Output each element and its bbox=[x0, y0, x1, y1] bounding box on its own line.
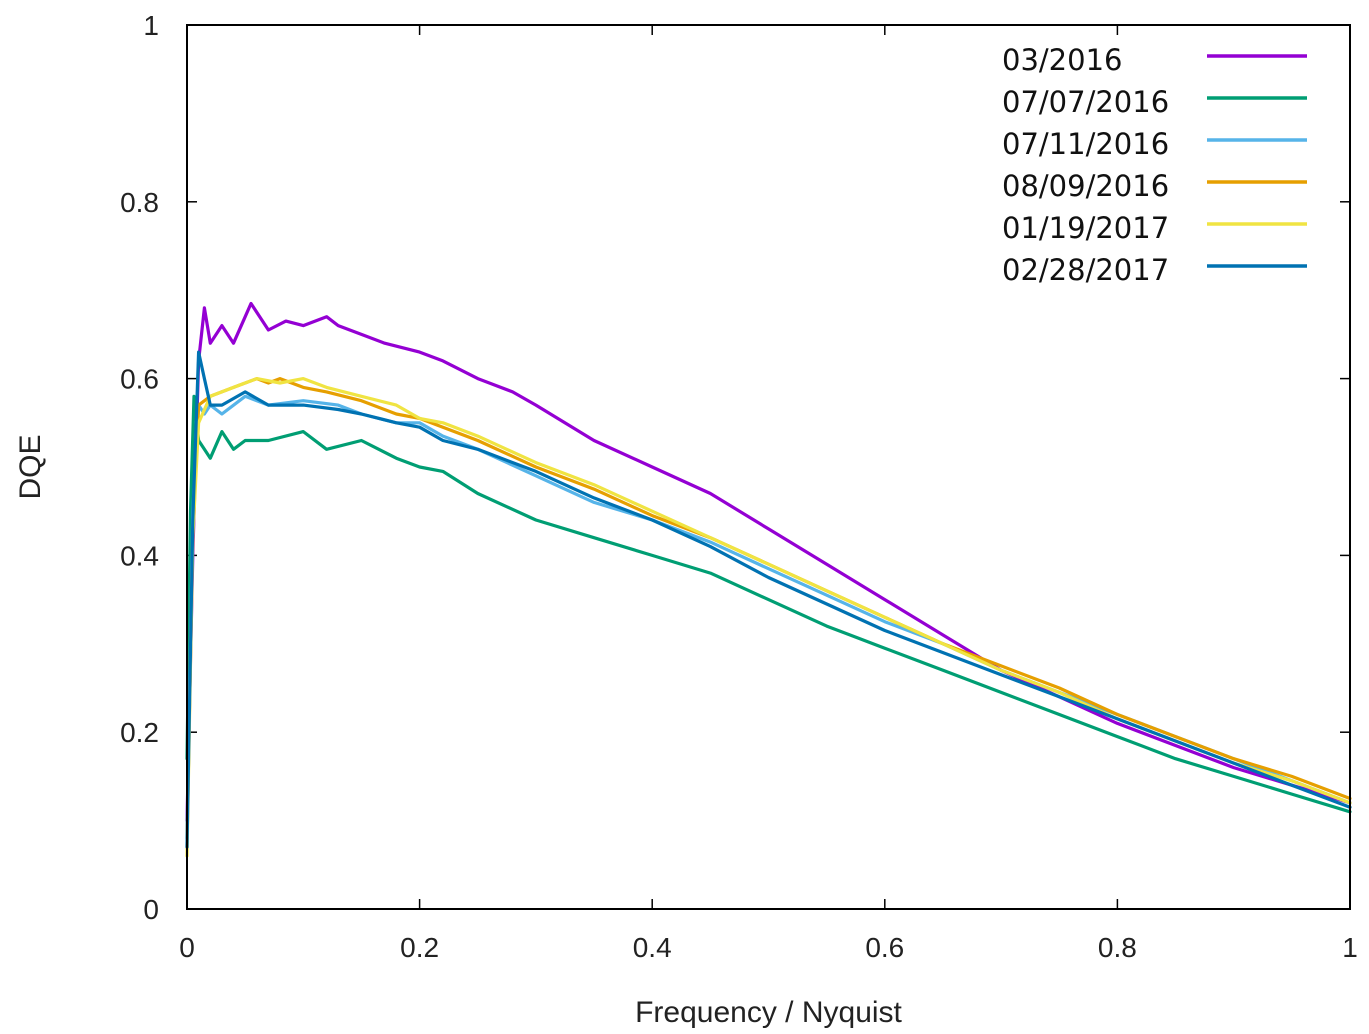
x-tick-label: 0.6 bbox=[865, 932, 904, 963]
series-line-4 bbox=[185, 377, 1352, 849]
y-tick-label: 0 bbox=[143, 894, 159, 925]
ticks-layer: 0 0.2 0.4 0.6 0.8 1 0 0.2 0.4 0.6 0.8 1 bbox=[120, 10, 1358, 963]
y-axis-label: DQE bbox=[14, 434, 47, 499]
legend-label: 08/09/2016 bbox=[1002, 169, 1169, 203]
y-tick-label: 0.4 bbox=[120, 540, 159, 571]
y-tick-label: 0.6 bbox=[120, 364, 159, 395]
series-line-2 bbox=[185, 394, 1352, 814]
x-tick-label: 1 bbox=[1342, 932, 1358, 963]
series-line-3 bbox=[185, 394, 1352, 840]
legend-label: 02/28/2017 bbox=[1002, 253, 1169, 287]
x-tick-label: 0 bbox=[179, 932, 195, 963]
plot-frame bbox=[186, 24, 1351, 910]
legend-label: 03/2016 bbox=[1002, 43, 1122, 77]
y-tick-label: 0.8 bbox=[120, 187, 159, 218]
legend: 03/2016 07/07/2016 07/11/2016 08/09/2016 01/… bbox=[1002, 43, 1307, 287]
x-tick-label: 0.2 bbox=[400, 932, 439, 963]
y-tick-label: 1 bbox=[143, 10, 159, 41]
series-line-6 bbox=[185, 350, 1352, 849]
series-layer bbox=[185, 301, 1352, 858]
legend-label: 01/19/2017 bbox=[1002, 211, 1169, 245]
x-tick-label: 0.8 bbox=[1098, 932, 1137, 963]
series-line-1 bbox=[185, 301, 1352, 823]
legend-label: 07/11/2016 bbox=[1002, 127, 1169, 161]
x-tick-label: 0.4 bbox=[633, 932, 672, 963]
x-axis-label: Frequency / Nyquist bbox=[635, 996, 902, 1029]
y-tick-label: 0.2 bbox=[120, 717, 159, 748]
legend-label: 07/07/2016 bbox=[1002, 85, 1169, 119]
series-line-5 bbox=[185, 377, 1352, 858]
